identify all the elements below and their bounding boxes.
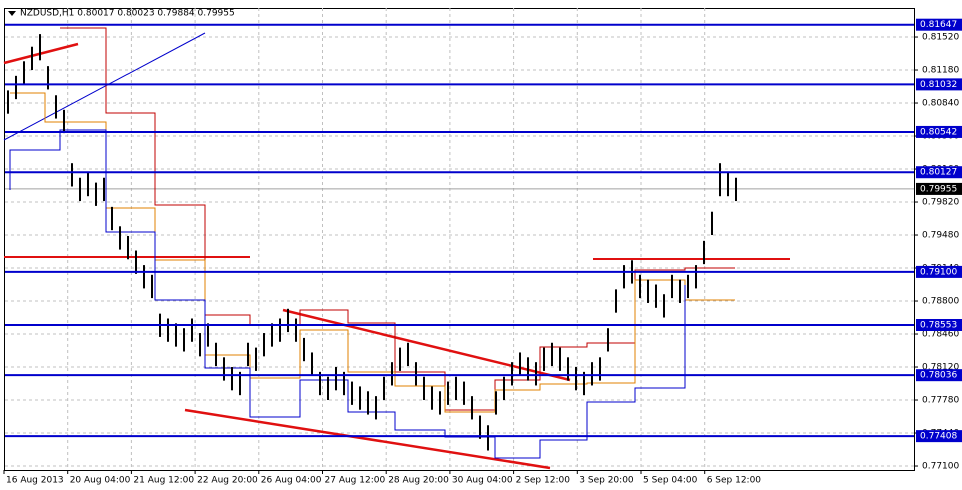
- level-label: 0.78036: [920, 371, 957, 381]
- y-tick-label: 0.81520: [922, 33, 959, 43]
- level-label: 0.80127: [920, 168, 957, 178]
- level-label: 0.77408: [920, 432, 957, 442]
- level-label-bg: [916, 369, 962, 382]
- current-price-bg: [916, 182, 962, 195]
- x-tick-label: 20 Aug 04:00: [70, 476, 131, 486]
- level-label: 0.81647: [920, 20, 957, 30]
- x-tick-label: 6 Sep 12:00: [707, 476, 762, 486]
- x-tick-label: 28 Aug 20:00: [388, 476, 449, 486]
- y-tick-label: 0.79480: [922, 231, 959, 241]
- current-price-label: 0.79955: [920, 184, 957, 194]
- level-label-bg: [916, 78, 962, 91]
- y-tick-label: 0.78460: [922, 330, 959, 340]
- x-tick-label: 22 Aug 20:00: [197, 476, 258, 486]
- x-tick-label: 21 Aug 12:00: [133, 476, 194, 486]
- x-tick-label: 3 Sep 20:00: [579, 476, 634, 486]
- level-label-bg: [916, 166, 962, 179]
- level-label: 0.80542: [920, 127, 957, 137]
- y-tick-label: 0.77100: [922, 462, 959, 472]
- y-tick-label: 0.80840: [922, 99, 959, 109]
- level-label-bg: [916, 265, 962, 278]
- y-tick-label: 0.78800: [922, 297, 959, 307]
- pivot-step: [60, 27, 735, 411]
- chart-title: NZDUSD,H1 0.80017 0.80023 0.79884 0.7995…: [20, 9, 235, 19]
- trend-line: [184, 408, 551, 470]
- x-tick-label: 2 Sep 12:00: [516, 476, 571, 486]
- x-tick-label: 27 Aug 12:00: [325, 476, 386, 486]
- y-tick-label: 0.78120: [922, 363, 959, 373]
- y-tick-label: 0.81180: [922, 66, 959, 76]
- x-tick-label: 30 Aug 04:00: [452, 476, 513, 486]
- levels: 0.81647 0.81032 0.80542 0.80127 0.79100 0.785…: [5, 18, 962, 443]
- trend-line: [3, 32, 206, 141]
- level-label: 0.78553: [920, 320, 957, 330]
- y-tick-label: 0.79820: [922, 198, 959, 208]
- x-tick-label: 16 Aug 2013: [6, 476, 64, 486]
- x-tick-label: 5 Sep 04:00: [643, 476, 698, 486]
- level-label-bg: [916, 18, 962, 31]
- trend-line: [282, 308, 571, 382]
- pivot-step: [9, 129, 686, 459]
- y-tick-label: 0.77780: [922, 396, 959, 406]
- plot-frame: [4, 8, 915, 471]
- level-label: 0.79100: [920, 267, 957, 277]
- level-label: 0.81032: [920, 80, 957, 90]
- level-label-bg: [916, 125, 962, 138]
- menu-arrow[interactable]: [8, 11, 16, 16]
- level-label-bg: [916, 318, 962, 331]
- pivot-step: [10, 92, 735, 413]
- level-label-bg: [916, 430, 962, 443]
- x-tick-label: 26 Aug 04:00: [261, 476, 322, 486]
